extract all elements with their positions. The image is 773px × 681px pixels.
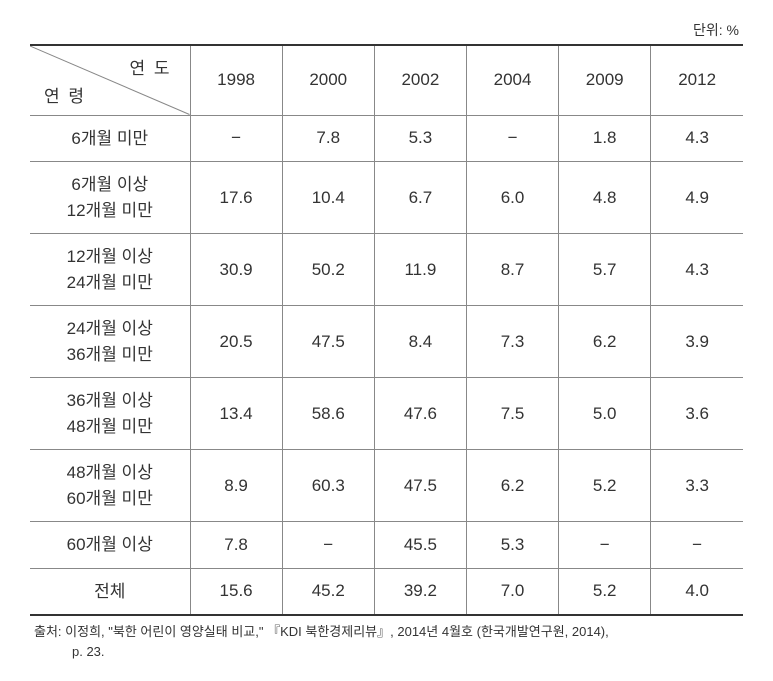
data-cell: 15.6: [190, 568, 282, 615]
table-row: 24개월 이상36개월 미만20.547.58.47.36.23.9: [30, 306, 743, 378]
data-cell: −: [466, 115, 558, 162]
row-label: 6개월 이상12개월 미만: [30, 162, 190, 234]
data-cell: 5.0: [559, 378, 651, 450]
data-cell: −: [651, 522, 743, 569]
data-cell: 7.8: [190, 522, 282, 569]
table-row: 전체15.645.239.27.05.24.0: [30, 568, 743, 615]
data-cell: 8.7: [466, 234, 558, 306]
data-cell: 7.3: [466, 306, 558, 378]
data-cell: 7.0: [466, 568, 558, 615]
row-label: 6개월 미만: [30, 115, 190, 162]
table-body: 6개월 미만−7.85.3−1.84.36개월 이상12개월 미만17.610.…: [30, 115, 743, 615]
data-cell: 5.2: [559, 450, 651, 522]
row-label: 60개월 이상: [30, 522, 190, 569]
data-cell: 20.5: [190, 306, 282, 378]
year-header: 2000: [282, 45, 374, 115]
row-label: 48개월 이상60개월 미만: [30, 450, 190, 522]
data-cell: 5.2: [559, 568, 651, 615]
data-cell: 3.6: [651, 378, 743, 450]
data-cell: 3.3: [651, 450, 743, 522]
data-cell: 6.7: [374, 162, 466, 234]
data-cell: 47.5: [374, 450, 466, 522]
data-cell: −: [559, 522, 651, 569]
data-cell: 3.9: [651, 306, 743, 378]
unit-label: 단위: %: [30, 20, 743, 40]
header-top-label: 연 도: [129, 54, 171, 79]
header-left-label: 연 령: [44, 82, 86, 107]
table-row: 36개월 이상48개월 미만13.458.647.67.55.03.6: [30, 378, 743, 450]
row-label: 36개월 이상48개월 미만: [30, 378, 190, 450]
data-cell: 1.8: [559, 115, 651, 162]
data-cell: 10.4: [282, 162, 374, 234]
table-row: 12개월 이상24개월 미만30.950.211.98.75.74.3: [30, 234, 743, 306]
data-cell: 17.6: [190, 162, 282, 234]
year-header: 2012: [651, 45, 743, 115]
data-cell: 7.5: [466, 378, 558, 450]
year-header: 2002: [374, 45, 466, 115]
data-cell: 47.6: [374, 378, 466, 450]
data-cell: −: [282, 522, 374, 569]
data-cell: 39.2: [374, 568, 466, 615]
source-line-2: p. 23.: [34, 642, 743, 662]
data-cell: 5.3: [466, 522, 558, 569]
data-cell: 5.3: [374, 115, 466, 162]
data-cell: 45.5: [374, 522, 466, 569]
year-header: 2004: [466, 45, 558, 115]
data-cell: 4.0: [651, 568, 743, 615]
table-row: 6개월 미만−7.85.3−1.84.3: [30, 115, 743, 162]
data-cell: 13.4: [190, 378, 282, 450]
data-cell: 6.2: [559, 306, 651, 378]
table-row: 6개월 이상12개월 미만17.610.46.76.04.84.9: [30, 162, 743, 234]
header-row: 연 도 연 령 1998 2000 2002 2004 2009 2012: [30, 45, 743, 115]
data-cell: 7.8: [282, 115, 374, 162]
data-cell: 4.3: [651, 234, 743, 306]
data-cell: −: [190, 115, 282, 162]
source-line-1: 출처: 이정희, "북한 어린이 영양실태 비교," 『KDI 북한경제리뷰』,…: [34, 622, 743, 642]
row-label: 전체: [30, 568, 190, 615]
data-cell: 4.9: [651, 162, 743, 234]
data-cell: 6.0: [466, 162, 558, 234]
header-diagonal-cell: 연 도 연 령: [30, 45, 190, 115]
data-cell: 5.7: [559, 234, 651, 306]
data-cell: 30.9: [190, 234, 282, 306]
data-table: 연 도 연 령 1998 2000 2002 2004 2009 2012 6개…: [30, 44, 743, 616]
source-citation: 출처: 이정희, "북한 어린이 영양실태 비교," 『KDI 북한경제리뷰』,…: [30, 622, 743, 661]
data-cell: 47.5: [282, 306, 374, 378]
data-cell: 45.2: [282, 568, 374, 615]
data-cell: 11.9: [374, 234, 466, 306]
data-cell: 4.3: [651, 115, 743, 162]
table-row: 48개월 이상60개월 미만8.960.347.56.25.23.3: [30, 450, 743, 522]
row-label: 24개월 이상36개월 미만: [30, 306, 190, 378]
data-cell: 6.2: [466, 450, 558, 522]
year-header: 2009: [559, 45, 651, 115]
data-cell: 58.6: [282, 378, 374, 450]
data-cell: 8.4: [374, 306, 466, 378]
data-cell: 60.3: [282, 450, 374, 522]
table-row: 60개월 이상7.8−45.55.3−−: [30, 522, 743, 569]
data-cell: 4.8: [559, 162, 651, 234]
data-cell: 8.9: [190, 450, 282, 522]
row-label: 12개월 이상24개월 미만: [30, 234, 190, 306]
data-cell: 50.2: [282, 234, 374, 306]
year-header: 1998: [190, 45, 282, 115]
